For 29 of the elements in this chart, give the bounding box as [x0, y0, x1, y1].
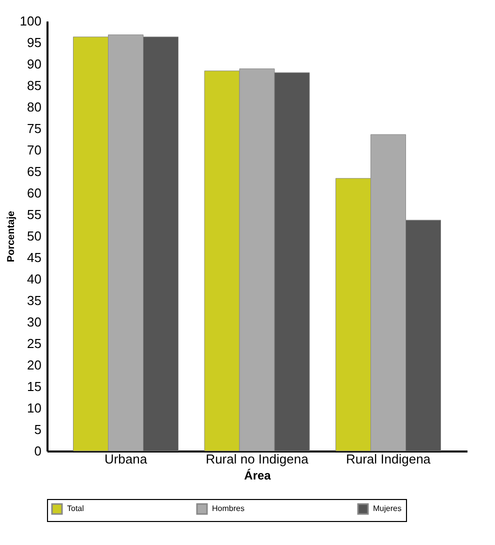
- y-tick-label: 75: [27, 121, 42, 136]
- y-tick-label: 90: [27, 56, 42, 72]
- legend-label: Hombres: [212, 504, 244, 513]
- y-tick-label: 60: [27, 186, 42, 200]
- y-tick-label: 95: [27, 35, 42, 50]
- y-tick-label: 85: [27, 78, 42, 93]
- legend-label: Mujeres: [373, 504, 402, 513]
- y-tick-label: 45: [27, 250, 42, 265]
- y-tick-label: 40: [27, 272, 42, 286]
- y-tick-label: 5: [34, 422, 42, 437]
- y-tick-label: 10: [27, 400, 42, 416]
- y-tick-label: 100: [20, 14, 42, 28]
- y-tick-label: 35: [27, 293, 42, 308]
- y-tick-label: 0: [34, 444, 42, 458]
- x-axis-title: Área: [244, 468, 272, 482]
- y-tick-label: 15: [27, 379, 42, 394]
- y-tick-label: 70: [27, 142, 42, 158]
- y-tick-label: 20: [27, 358, 42, 372]
- x-tick-label: Urbana: [104, 452, 148, 466]
- y-tick-label: 30: [27, 314, 42, 330]
- y-tick-label: 50: [27, 228, 42, 244]
- x-tick-label: Rural no Indigena: [206, 452, 310, 466]
- y-tick-label: 25: [27, 336, 42, 351]
- y-tick-label: 55: [27, 207, 42, 222]
- y-tick-label: 80: [27, 100, 42, 114]
- x-tick-label: Rural Indigena: [346, 452, 432, 466]
- y-tick-label: 65: [27, 164, 42, 179]
- legend-label: Total: [67, 504, 84, 513]
- y-axis-title: Porcentaje: [6, 210, 17, 262]
